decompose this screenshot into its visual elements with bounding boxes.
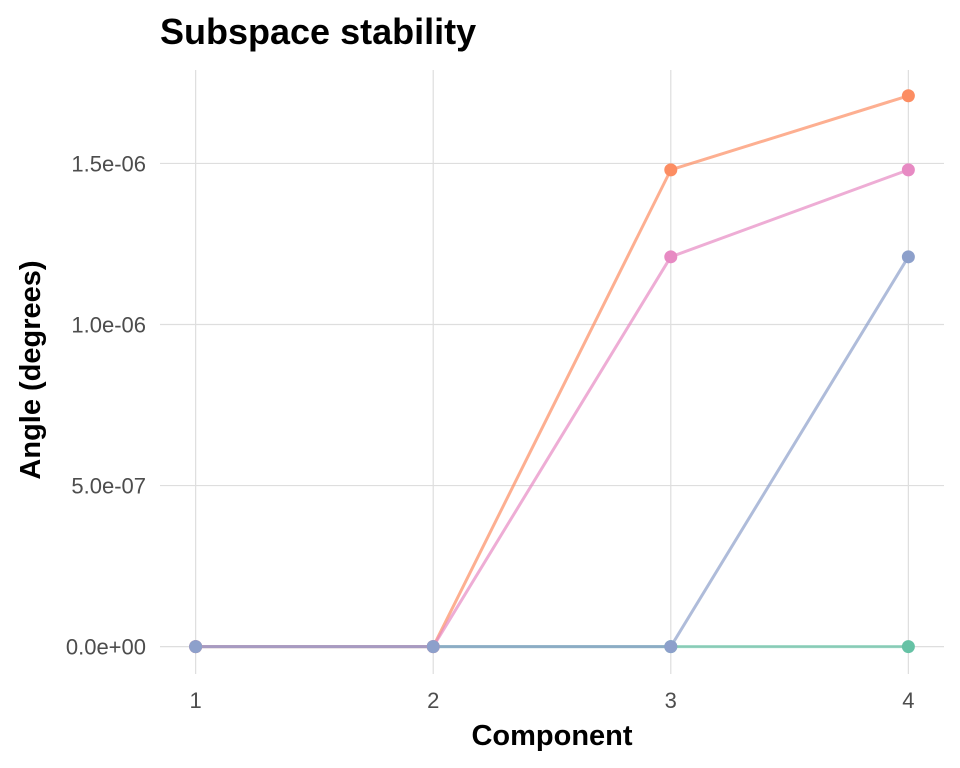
x-tick-label: 3 bbox=[665, 688, 677, 713]
y-tick-label: 1.5e-06 bbox=[71, 151, 146, 176]
x-tick-label: 4 bbox=[902, 688, 914, 713]
y-tick-label: 5.0e-07 bbox=[71, 474, 146, 499]
series-line bbox=[195, 94, 909, 649]
x-axis-title: Component bbox=[471, 720, 632, 752]
data-point bbox=[664, 250, 678, 264]
data-point bbox=[664, 640, 678, 654]
series-layer bbox=[189, 89, 915, 654]
data-point bbox=[189, 640, 203, 654]
data-point bbox=[901, 163, 915, 177]
series-line bbox=[195, 256, 910, 649]
series-3-line bbox=[195, 256, 910, 649]
series-1-line bbox=[195, 94, 909, 649]
grid bbox=[160, 70, 944, 674]
data-point bbox=[901, 640, 915, 654]
y-tick-label: 1.0e-06 bbox=[71, 312, 146, 337]
x-tick-label: 1 bbox=[190, 688, 202, 713]
x-tick-label: 2 bbox=[427, 688, 439, 713]
y-axis-title: Angle (degrees) bbox=[15, 260, 47, 479]
data-point bbox=[426, 640, 440, 654]
series-1-points bbox=[189, 89, 915, 654]
chart-title: Subspace stability bbox=[160, 11, 476, 52]
y-tick-label: 0.0e+00 bbox=[66, 635, 146, 660]
data-point bbox=[664, 163, 678, 177]
series-3-points bbox=[189, 250, 915, 654]
tick-labels: 1 2 3 4 0.0e+00 5.0e-07 1.0e-06 1.5e-06 bbox=[66, 151, 915, 713]
data-point bbox=[901, 250, 915, 264]
data-point bbox=[901, 89, 915, 103]
